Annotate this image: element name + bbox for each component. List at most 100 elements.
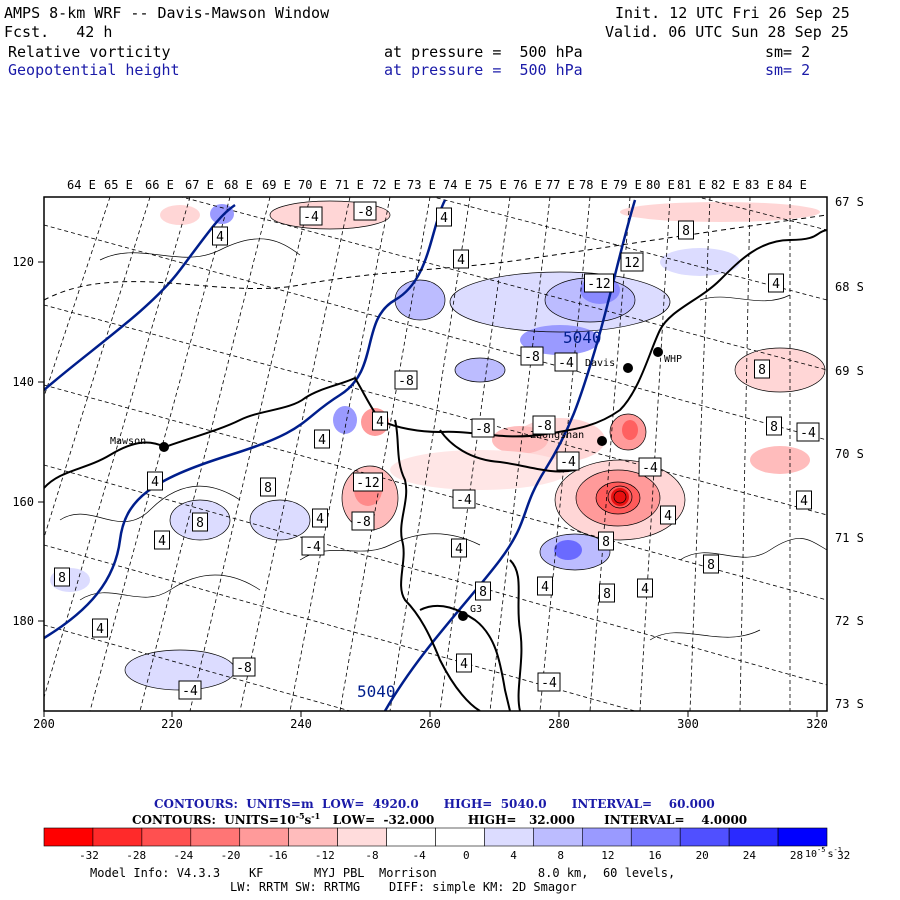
vorticity-label: -8 <box>398 374 414 389</box>
grid-x-label: 240 <box>290 717 312 731</box>
vorticity-label: 4 <box>664 509 672 524</box>
colorbar-tick-label: 8 <box>557 849 564 862</box>
colorbar-swatch <box>728 827 779 847</box>
vorticity-label: 4 <box>455 542 463 557</box>
map-frame <box>43 196 828 712</box>
vorticity-label: -8 <box>236 661 252 676</box>
lon-label: 68 E <box>224 178 253 192</box>
grid-y-label: 160 <box>12 495 34 509</box>
vorticity-label: 4 <box>158 534 166 549</box>
colorbar-swatch <box>337 827 387 847</box>
contour2-s: s <box>304 813 312 827</box>
field1-smoothing: sm= 2 <box>765 43 811 61</box>
colorbar-swatch <box>190 827 241 847</box>
grid-x-label: 320 <box>806 717 828 731</box>
colorbar: -32 -28 -24 -20 -16 -12 -8 -4 0 4 8 12 16 20 24 28 32 10… <box>43 827 850 862</box>
bottom-grid-labels: 200 220 240 260 280 300 320 <box>33 717 828 731</box>
vorticity-label-box <box>537 576 553 596</box>
vorticity-label: 4 <box>800 494 808 509</box>
vorticity-label-box <box>436 207 452 227</box>
vorticity-label-box <box>351 511 375 531</box>
vorticity-label: 12 <box>624 256 640 271</box>
right-lat-labels: 67 S 68 S 69 S 70 S 71 S 72 S 73 S <box>835 195 864 711</box>
vorticity-label: -4 <box>642 461 658 476</box>
left-ticks <box>38 261 44 622</box>
station-label-zhongshan: Zhongshan <box>530 430 584 441</box>
vorticity-label-box <box>92 618 108 638</box>
vorticity-label: -8 <box>524 350 540 365</box>
vorticity-label: -8 <box>475 422 491 437</box>
colorbar-swatch <box>435 827 485 847</box>
grid-x-label: 280 <box>548 717 570 731</box>
vorticity-label: -4 <box>560 455 576 470</box>
vorticity-label-box <box>301 536 325 556</box>
vorticity-label-box <box>394 370 418 390</box>
lon-label: 69 E <box>262 178 291 192</box>
vorticity-label-box <box>598 531 614 551</box>
vorticity-label: 8 <box>770 420 778 435</box>
vorticity-label: 4 <box>151 475 159 490</box>
colorbar-tick-label: 4 <box>510 849 517 862</box>
vorticity-label-box <box>154 530 170 550</box>
bottom-ticks <box>43 711 818 717</box>
station-marker-zhongshan <box>597 436 607 446</box>
lat-label: 67 S <box>835 195 864 209</box>
colorbar-swatch <box>386 827 436 847</box>
grid-x-label: 200 <box>33 717 55 731</box>
vorticity-label: 8 <box>264 481 272 496</box>
lon-label: 78 E <box>579 178 608 192</box>
vorticity-label: -4 <box>800 426 816 441</box>
vorticity-label: 8 <box>58 571 66 586</box>
vorticity-label: -8 <box>536 419 552 434</box>
vorticity-label-box <box>599 583 615 603</box>
vorticity-label-box <box>637 578 653 598</box>
contour2-exp-neg: -1 <box>311 811 321 821</box>
station-marker-g3 <box>458 611 468 621</box>
forecast-hour: Fcst. 42 h <box>4 23 113 41</box>
vorticity-label-box <box>796 490 812 510</box>
valid-time: Valid. 06 UTC Sun 28 Sep 25 <box>605 23 849 41</box>
grid-x-label: 300 <box>677 717 699 731</box>
colorbar-tick-label: -28 <box>126 849 146 862</box>
vorticity-label: -12 <box>356 476 379 491</box>
station-marker-whp <box>653 347 663 357</box>
ice-edge-line <box>44 214 827 301</box>
vorticity-label-box <box>314 429 330 449</box>
grid-x-label: 220 <box>161 717 183 731</box>
vorticity-label-box <box>456 653 472 673</box>
field2-name: Geopotential height <box>8 61 180 79</box>
vorticity-label: 4 <box>641 582 649 597</box>
vorticity-label-box <box>452 489 476 509</box>
field1-name: Relative vorticity <box>8 43 171 61</box>
vorticity-label: 4 <box>318 433 326 448</box>
colorbar-tick-label: -12 <box>315 849 335 862</box>
colorbar-tick-label: 20 <box>696 849 709 862</box>
vorticity-label: 4 <box>316 512 324 527</box>
vorticity-label-box <box>147 471 163 491</box>
colorbar-tick-label: 28 <box>790 849 803 862</box>
vorticity-label: 8 <box>682 224 690 239</box>
vorticity-label-box <box>312 508 328 528</box>
vorticity-label: -12 <box>587 277 610 292</box>
colorbar-tick-label: 12 <box>601 849 614 862</box>
vorticity-label-box <box>178 680 202 700</box>
lon-label: 65 E <box>104 178 133 192</box>
colorbar-swatch <box>582 827 632 847</box>
lon-label: 76 E <box>513 178 542 192</box>
lon-label: 75 E <box>478 178 507 192</box>
station-label-whp: WHP <box>664 354 682 365</box>
field2-smoothing: sm= 2 <box>765 61 811 79</box>
vorticity-label: 8 <box>196 516 204 531</box>
vorticity-label-box <box>299 206 323 226</box>
colorbar-tick-label: 32 <box>837 849 850 862</box>
lat-label: 71 S <box>835 531 864 545</box>
vorticity-label-box <box>520 346 544 366</box>
grid-y-label: 120 <box>12 255 34 269</box>
vorticity-label-box <box>232 657 256 677</box>
colorbar-swatches <box>43 827 828 847</box>
lon-label: 73 E <box>407 178 436 192</box>
colorbar-unit: 10-5 s-1 <box>805 846 842 860</box>
vorticity-label-box <box>620 252 644 272</box>
model-info-1: Model Info: V4.3.3 KF MYJ PBL Morrison 8… <box>90 866 676 880</box>
